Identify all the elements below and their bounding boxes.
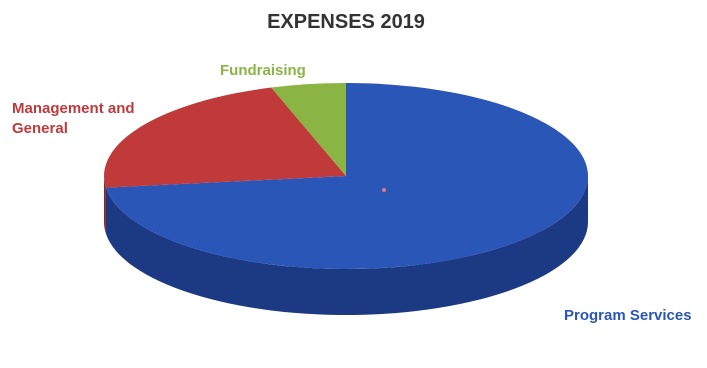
slice-label-2: Fundraising <box>220 62 306 79</box>
pie-depth <box>104 176 589 315</box>
chart-title: EXPENSES 2019 <box>267 11 425 33</box>
slice-label-line: Fundraising <box>220 62 306 79</box>
pie-labels: Program Services Management and General Fun… <box>12 62 692 324</box>
slice-label-line: Program Services <box>564 307 692 324</box>
center-marker <box>382 188 386 192</box>
slice-label-0: Program Services <box>564 307 692 324</box>
pie-slice-0 <box>105 83 588 269</box>
slice-label-line: General <box>12 120 68 137</box>
pie-slices <box>104 83 588 269</box>
pie-slice-2 <box>271 83 346 176</box>
slice-label-line: Management and <box>12 100 135 117</box>
pie-side-0 <box>105 176 589 315</box>
slice-label-1: Management and General <box>12 100 135 137</box>
pie-side-1 <box>104 176 106 234</box>
pie-slice-1 <box>104 87 346 188</box>
